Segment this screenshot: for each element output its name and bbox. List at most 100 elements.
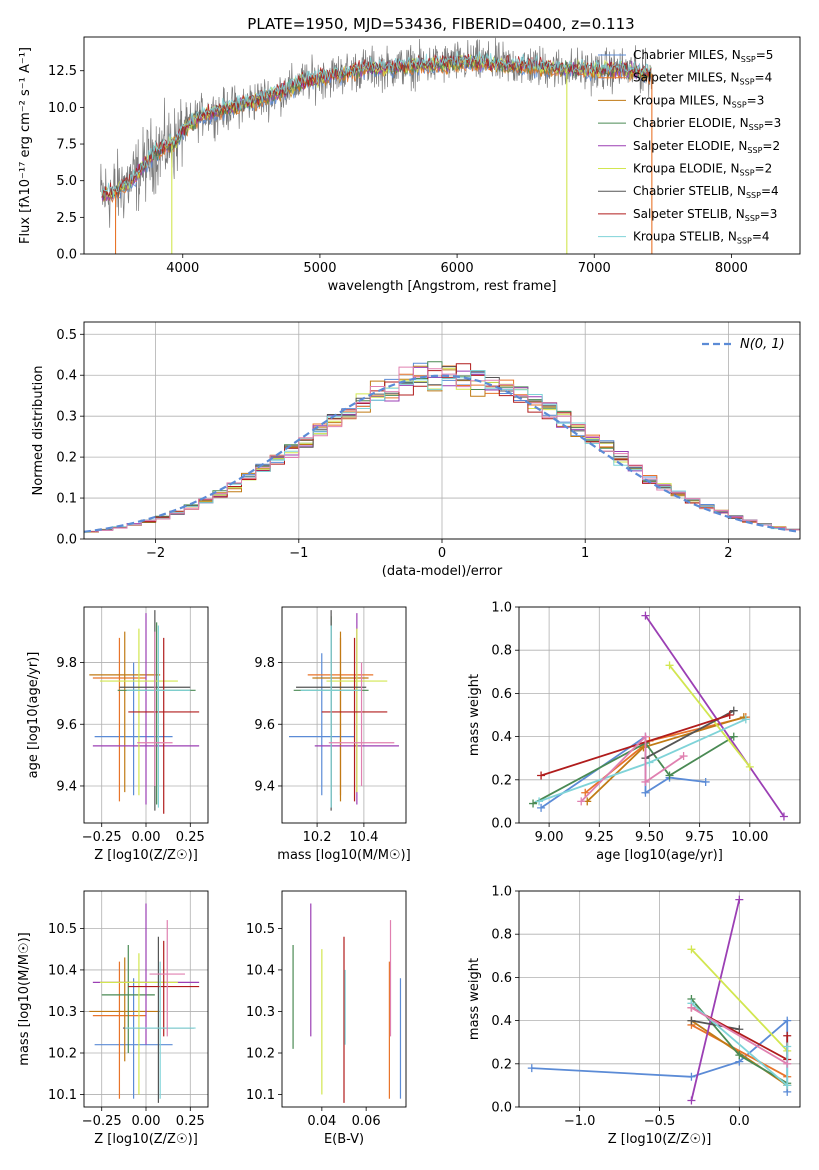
x-tick-label: 10.00 bbox=[731, 830, 768, 845]
weight-marker-salpeter_stelib bbox=[537, 771, 546, 780]
x-tick-label: 0.25 bbox=[176, 1114, 205, 1129]
x-tick-label: 9.75 bbox=[685, 830, 714, 845]
x-axis-label: E(B-V) bbox=[324, 1132, 364, 1147]
plot-area bbox=[89, 610, 200, 814]
legend-label-main: Kroupa STELIB, N bbox=[633, 230, 737, 244]
legend-label-tail: =3 bbox=[760, 207, 778, 221]
x-tick-label: 10.4 bbox=[349, 830, 378, 845]
x-tick-label: 0.04 bbox=[307, 1114, 336, 1129]
y-axis-label: Normed distribution bbox=[31, 366, 46, 496]
spectrum-plot: 4000 5000 6000 7000 8000 0.0 2.5 5.0 7.5 10.0 12.5… bbox=[18, 36, 801, 294]
legend-label-tail: =2 bbox=[755, 162, 773, 176]
x-tick-label: 6000 bbox=[441, 261, 474, 276]
weight-marker-chabrier_miles bbox=[641, 788, 650, 797]
x-tick-label: 4000 bbox=[166, 261, 199, 276]
y-tick-label: 10.3 bbox=[246, 1005, 275, 1020]
weight-marker-chabrier_miles bbox=[783, 1016, 792, 1025]
x-tick-label: 10.2 bbox=[303, 830, 332, 845]
weight-line-salpeter_stelib bbox=[540, 714, 731, 777]
y-tick-label: 0.0 bbox=[56, 248, 77, 263]
weight-marker-chabrier_miles bbox=[687, 1072, 696, 1081]
y-tick-label: 7.5 bbox=[56, 138, 77, 153]
legend-label-main: Salpeter STELIB, N bbox=[633, 207, 745, 221]
legend-label-main: Kroupa MILES, N bbox=[633, 93, 732, 107]
legend-label-sub: SSP bbox=[740, 169, 755, 178]
legend-label-tail: =4 bbox=[761, 184, 779, 198]
y-tick-label: 0.3 bbox=[56, 410, 77, 425]
weight-marker-salpeter_elodie bbox=[779, 812, 788, 821]
age-weight-plot: 9.00 9.25 9.50 9.75 10.00 0.0 0.2 0.4 0.6 0.8 1.0 a… bbox=[467, 601, 801, 863]
y-tick-label: 10.0 bbox=[48, 101, 77, 116]
y-tick-label: 10.4 bbox=[246, 963, 275, 978]
weight-marker-chabrier_stelib bbox=[729, 706, 738, 715]
y-tick-label: 2.5 bbox=[56, 211, 77, 226]
plot-area bbox=[289, 610, 399, 811]
weight-marker-kroupa_elodie bbox=[745, 762, 754, 771]
y-axis-label: mass [log10(M/M☉)] bbox=[17, 932, 32, 1065]
axes-frame bbox=[83, 321, 801, 540]
weight-marker-kroupa_elodie bbox=[665, 661, 674, 670]
weight-marker-chabrier_miles bbox=[701, 777, 710, 786]
x-tick-label: 7000 bbox=[578, 261, 611, 276]
weight-marker-kroupa_stelib bbox=[535, 797, 544, 806]
y-tick-label: 0.8 bbox=[491, 928, 512, 943]
y-tick-label: 10.5 bbox=[246, 922, 275, 937]
legend-label-tail: =2 bbox=[762, 139, 780, 153]
y-tick-label: 10.4 bbox=[48, 963, 77, 978]
legend-label-main: Chabrier ELODIE, N bbox=[633, 116, 749, 130]
weight-marker-pink bbox=[641, 777, 650, 786]
x-tick-label: 0.25 bbox=[176, 830, 205, 845]
y-tick-label: 10.1 bbox=[48, 1088, 77, 1103]
legend-label-sub: SSP bbox=[740, 78, 755, 87]
weight-marker-chabrier_stelib bbox=[687, 1016, 696, 1025]
weight-marker-salpeter_elodie bbox=[687, 1096, 696, 1105]
weight-marker-kroupa_stelib bbox=[783, 1042, 792, 1051]
legend-label-tail: =3 bbox=[747, 93, 765, 107]
x-tick-label: 9.50 bbox=[635, 830, 664, 845]
y-tick-label: 0.6 bbox=[491, 687, 512, 702]
weight-marker-chabrier_elodie bbox=[729, 732, 738, 741]
x-tick-label: 5000 bbox=[303, 261, 336, 276]
gaussian-curve bbox=[84, 374, 800, 533]
legend-label-sub: SSP bbox=[747, 146, 762, 155]
y-tick-label: 0.2 bbox=[491, 1057, 512, 1072]
y-tick-label: 0.2 bbox=[491, 773, 512, 788]
x-tick-label: 2 bbox=[724, 546, 732, 561]
legend-label-chabrier_stelib: Chabrier STELIB, NSSP=4 bbox=[633, 184, 779, 200]
metallicity-mass-plot: −0.25 0.00 0.25 10.1 10.2 10.3 10.4 10.5 Z [log1… bbox=[17, 890, 209, 1147]
y-tick-label: 0.8 bbox=[491, 644, 512, 659]
weight-marker-pink bbox=[577, 797, 586, 806]
x-axis-label: mass [log10(M/M☉)] bbox=[277, 848, 410, 863]
legend-label-salpeter_miles: Salpeter MILES, NSSP=4 bbox=[633, 71, 772, 87]
weight-marker-salpeter_elodie bbox=[641, 611, 650, 620]
weight-line-kroupa_elodie bbox=[690, 948, 788, 1052]
x-axis-label: Z [log10(Z/Z☉)] bbox=[608, 1132, 712, 1147]
weight-line-pink bbox=[580, 734, 685, 803]
weight-marker-salpeter_stelib bbox=[783, 1031, 792, 1040]
x-tick-label: 9.25 bbox=[585, 830, 614, 845]
y-tick-label: 12.5 bbox=[48, 64, 77, 79]
plot-area bbox=[100, 37, 653, 254]
legend-label-sub: SSP bbox=[732, 100, 747, 109]
weight-marker-chabrier_stelib bbox=[735, 1025, 744, 1034]
axes-frame bbox=[83, 36, 801, 255]
weight-marker-pink bbox=[687, 1003, 696, 1012]
y-tick-label: 10.2 bbox=[48, 1047, 77, 1062]
ebv-mass-plot: 0.04 0.06 10.1 10.2 10.3 10.4 10.5 E(B-V) bbox=[246, 890, 407, 1147]
legend-label-chabrier_miles: Chabrier MILES, NSSP=5 bbox=[633, 48, 773, 64]
legend-label-tail: =3 bbox=[764, 116, 782, 130]
weight-line-pink bbox=[690, 1006, 788, 1065]
weight-marker-chabrier_elodie bbox=[735, 1051, 744, 1060]
x-axis-label: wavelength [Angstrom, rest frame] bbox=[328, 279, 557, 294]
weight-marker-pink bbox=[641, 732, 650, 741]
axes-frame bbox=[518, 606, 801, 824]
y-tick-label: 0.6 bbox=[491, 971, 512, 986]
y-axis-label: age [log10(age/yr)] bbox=[26, 652, 41, 779]
x-tick-label: 0.00 bbox=[132, 830, 161, 845]
y-axis-label: mass weight bbox=[467, 958, 482, 1040]
legend-label-main: Kroupa ELODIE, N bbox=[633, 162, 740, 176]
x-tick-label: 0.0 bbox=[729, 1114, 750, 1129]
y-tick-label: 9.4 bbox=[56, 779, 77, 794]
x-tick-label: 1 bbox=[581, 546, 589, 561]
y-tick-label: 10.1 bbox=[246, 1088, 275, 1103]
